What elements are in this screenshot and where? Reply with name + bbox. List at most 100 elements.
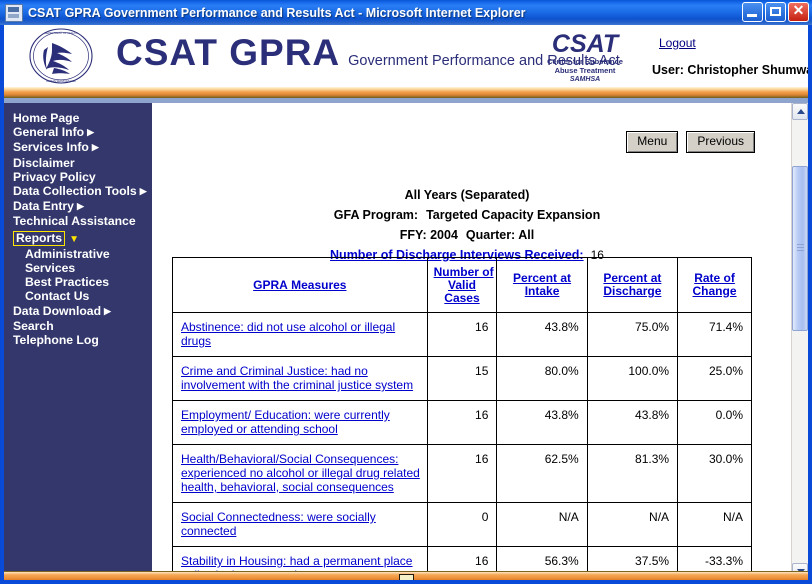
chevron-down-icon: ▼: [69, 233, 79, 245]
percent-intake-cell: 43.8%: [496, 400, 588, 445]
csat-logo-line2: Abuse Treatment: [554, 66, 616, 75]
column-header-link[interactable]: Percent at Intake: [513, 271, 572, 298]
close-button[interactable]: [788, 2, 809, 22]
gpra-measures-table: GPRA Measures Number of Valid Cases Percent …: [172, 257, 752, 580]
sidebar-item-label: Search: [13, 318, 54, 333]
sidebar-item-reports[interactable]: Reports ▼: [13, 230, 79, 247]
svg-text:DEPARTMENT OF HEALTH: DEPARTMENT OF HEALTH: [45, 31, 78, 35]
column-header-link[interactable]: Rate of Change: [692, 271, 737, 298]
text-cursor-tooltip-artifact: [399, 574, 414, 580]
title-bar: CSAT GPRA Government Performance and Res…: [0, 0, 812, 25]
table-row: Social Connectedness: were socially conn…: [172, 502, 752, 547]
sidebar-item-label: Services Info: [13, 140, 89, 155]
csat-logo-samhsa: SAMHSA: [569, 76, 601, 83]
measure-link[interactable]: Social Connectedness: were socially conn…: [181, 510, 376, 538]
percent-intake-cell: 80.0%: [496, 356, 588, 401]
sidebar-item-best-practices[interactable]: Best Practices: [4, 275, 152, 289]
rate-of-change-cell: 30.0%: [677, 444, 752, 503]
current-user-label: User: Christopher Shumway: [652, 63, 808, 77]
menu-button[interactable]: Menu: [626, 131, 679, 153]
sidebar-nav: Home Page General Info ▶ Services Info ▶ Disc…: [4, 103, 152, 580]
measure-link[interactable]: Crime and Criminal Justice: had no invol…: [181, 364, 414, 392]
brand-title: CSAT GPRA Government Performance and Resu…: [116, 30, 620, 76]
rate-of-change-cell: 71.4%: [677, 312, 752, 357]
scroll-up-arrow-icon[interactable]: [792, 103, 808, 120]
sidebar-item-home-page[interactable]: Home Page: [4, 111, 152, 125]
sidebar-item-telephone-log[interactable]: Telephone Log: [4, 333, 152, 347]
measure-link[interactable]: Abstinence: did not use alcohol or illeg…: [181, 320, 396, 348]
brand-subtitle-text: Government Performance and Results Act: [348, 53, 620, 69]
sidebar-item-label: General Info: [13, 125, 85, 140]
measure-link[interactable]: Employment/ Education: were currently em…: [181, 408, 390, 436]
chevron-right-icon: ▶: [104, 305, 111, 316]
ie-document-icon: [5, 3, 23, 22]
sidebar-item-label: Disclaimer: [13, 155, 75, 170]
hhs-seal-icon: DEPARTMENT OF HEALTH HUMAN SERVICES USA: [29, 28, 93, 84]
sidebar-item-search[interactable]: Search: [4, 319, 152, 333]
sidebar-item-label: Data Collection Tools: [13, 184, 137, 199]
percent-discharge-cell: 75.0%: [586, 312, 679, 357]
measure-cell: Crime and Criminal Justice: had no invol…: [172, 356, 428, 401]
report-title: All Years (Separated): [404, 188, 530, 202]
table-column-header-3[interactable]: Percent at Discharge: [586, 257, 679, 313]
measure-cell: Health/Behavioral/Social Consequences: e…: [172, 444, 428, 503]
quarter-label: Quarter: All: [465, 228, 535, 242]
sidebar-item-label: Administrative: [25, 246, 110, 261]
sidebar-item-administrative[interactable]: Administrative: [4, 247, 152, 261]
percent-discharge-cell: 81.3%: [586, 444, 679, 503]
chevron-right-icon: ▶: [91, 142, 99, 153]
gfa-program-label: GFA Program:: [333, 208, 419, 222]
csat-logo-line1: Center for Substance: [547, 57, 623, 66]
sidebar-item-data-collection-tools[interactable]: Data Collection Tools ▶: [4, 184, 152, 199]
sidebar-item-list: Home Page General Info ▶ Services Info ▶ Disc…: [4, 103, 152, 347]
sidebar-item-label: Services: [25, 261, 76, 276]
maximize-button[interactable]: [765, 2, 786, 22]
sidebar-item-label: Telephone Log: [13, 333, 99, 348]
report-heading-block: All Years (Separated) GFA Program: Target…: [152, 185, 782, 265]
table-column-header-0[interactable]: GPRA Measures: [172, 257, 428, 313]
sidebar-item-disclaimer[interactable]: Disclaimer: [4, 156, 152, 170]
sidebar-item-services-info[interactable]: Services Info ▶: [4, 140, 152, 155]
brand-main-text: CSAT GPRA: [116, 32, 341, 73]
window-title: CSAT GPRA Government Performance and Res…: [28, 5, 526, 20]
table-row: Health/Behavioral/Social Consequences: e…: [172, 444, 752, 503]
table-column-header-4[interactable]: Rate of Change: [677, 257, 752, 313]
percent-intake-cell: N/A: [496, 502, 588, 547]
table-row: Abstinence: did not use alcohol or illeg…: [172, 312, 752, 357]
rate-of-change-cell: N/A: [677, 502, 752, 547]
sidebar-item-data-entry[interactable]: Data Entry ▶: [4, 199, 152, 214]
scrollbar-thumb[interactable]: [792, 166, 808, 331]
valid-cases-cell: 16: [426, 312, 498, 357]
sidebar-item-label: Reports: [13, 230, 66, 246]
sidebar-item-services[interactable]: Services: [4, 261, 152, 275]
sidebar-item-technical-assistance[interactable]: Technical Assistance: [4, 214, 152, 228]
percent-discharge-cell: 43.8%: [586, 400, 679, 445]
column-header-link[interactable]: Number of Valid Cases: [433, 264, 494, 305]
table-column-header-1[interactable]: Number of Valid Cases: [426, 257, 498, 313]
sidebar-item-label: Best Practices: [25, 275, 110, 290]
valid-cases-cell: 0: [426, 502, 498, 547]
header-divider-blue: [4, 98, 808, 103]
measure-link[interactable]: Health/Behavioral/Social Consequences: e…: [181, 452, 420, 494]
sidebar-item-data-download[interactable]: Data Download ▶: [4, 304, 152, 319]
sidebar-item-privacy-policy[interactable]: Privacy Policy: [4, 170, 152, 184]
table-header-row: GPRA Measures Number of Valid Cases Percent …: [172, 257, 752, 313]
sidebar-item-label: Home Page: [13, 111, 80, 125]
report-ffy-line: FFY: 2004 Quarter: All: [152, 225, 782, 245]
table-body: Abstinence: did not use alcohol or illeg…: [172, 312, 752, 580]
vertical-scrollbar[interactable]: [791, 103, 808, 580]
previous-button[interactable]: Previous: [686, 131, 755, 153]
column-header-link[interactable]: Percent at Discharge: [603, 271, 662, 298]
table-column-header-2[interactable]: Percent at Intake: [496, 257, 588, 313]
sidebar-item-label: Data Download: [13, 303, 102, 318]
sidebar-item-label: Data Entry: [13, 199, 74, 214]
logout-link[interactable]: Logout: [659, 36, 696, 50]
sidebar-item-contact-us[interactable]: Contact Us: [4, 289, 152, 303]
csat-logo-wordmark: CSAT: [551, 30, 619, 58]
column-header-link[interactable]: GPRA Measures: [253, 277, 347, 292]
csat-logo: CSAT Center for Substance Abuse Treatmen…: [539, 31, 631, 85]
sidebar-item-general-info[interactable]: General Info ▶: [4, 125, 152, 140]
percent-discharge-cell: 100.0%: [586, 356, 679, 401]
minimize-button[interactable]: [742, 2, 763, 22]
